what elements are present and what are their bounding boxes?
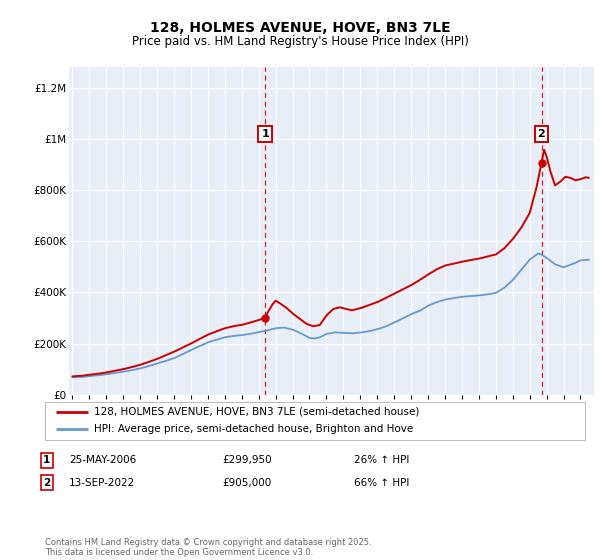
Text: Contains HM Land Registry data © Crown copyright and database right 2025.
This d: Contains HM Land Registry data © Crown c…: [45, 538, 371, 557]
Text: £905,000: £905,000: [222, 478, 271, 488]
Text: HPI: Average price, semi-detached house, Brighton and Hove: HPI: Average price, semi-detached house,…: [94, 424, 413, 435]
Text: 25-MAY-2006: 25-MAY-2006: [69, 455, 136, 465]
Text: 128, HOLMES AVENUE, HOVE, BN3 7LE: 128, HOLMES AVENUE, HOVE, BN3 7LE: [149, 21, 451, 35]
Text: Price paid vs. HM Land Registry's House Price Index (HPI): Price paid vs. HM Land Registry's House …: [131, 35, 469, 48]
Text: 66% ↑ HPI: 66% ↑ HPI: [354, 478, 409, 488]
Text: 1: 1: [261, 129, 269, 139]
Text: 13-SEP-2022: 13-SEP-2022: [69, 478, 135, 488]
Text: 26% ↑ HPI: 26% ↑ HPI: [354, 455, 409, 465]
Text: £299,950: £299,950: [222, 455, 272, 465]
Text: 128, HOLMES AVENUE, HOVE, BN3 7LE (semi-detached house): 128, HOLMES AVENUE, HOVE, BN3 7LE (semi-…: [94, 407, 419, 417]
Text: 2: 2: [538, 129, 545, 139]
Text: 1: 1: [43, 455, 50, 465]
Text: 2: 2: [43, 478, 50, 488]
